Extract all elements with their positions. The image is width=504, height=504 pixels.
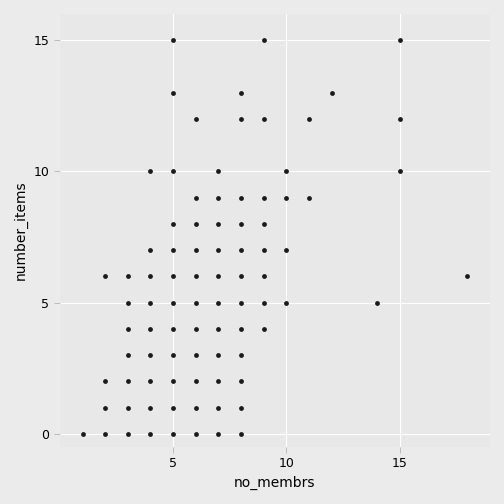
Point xyxy=(260,194,268,202)
Point xyxy=(237,89,245,97)
Point xyxy=(147,377,155,386)
Point xyxy=(169,325,177,333)
X-axis label: no_membrs: no_membrs xyxy=(234,476,316,490)
Point xyxy=(305,194,313,202)
Point xyxy=(124,272,132,280)
Point xyxy=(192,246,200,254)
Point xyxy=(214,246,222,254)
Point xyxy=(214,220,222,228)
Point xyxy=(169,377,177,386)
Point xyxy=(124,325,132,333)
Point xyxy=(192,351,200,359)
Point xyxy=(260,220,268,228)
Point xyxy=(169,220,177,228)
Point xyxy=(169,351,177,359)
Point xyxy=(260,36,268,44)
Point xyxy=(237,272,245,280)
Point xyxy=(260,298,268,306)
Point xyxy=(192,377,200,386)
Point xyxy=(305,115,313,123)
Point xyxy=(214,325,222,333)
Point xyxy=(237,430,245,438)
Point xyxy=(396,115,404,123)
Point xyxy=(169,167,177,175)
Point xyxy=(237,194,245,202)
Point xyxy=(237,377,245,386)
Point xyxy=(396,36,404,44)
Point xyxy=(124,430,132,438)
Point xyxy=(147,272,155,280)
Point xyxy=(237,404,245,412)
Point xyxy=(282,194,290,202)
Point xyxy=(101,272,109,280)
Point xyxy=(124,404,132,412)
Point xyxy=(192,272,200,280)
Point xyxy=(147,325,155,333)
Point xyxy=(237,351,245,359)
Point xyxy=(192,404,200,412)
Point xyxy=(101,377,109,386)
Point xyxy=(214,430,222,438)
Point xyxy=(169,246,177,254)
Point xyxy=(282,246,290,254)
Point xyxy=(214,272,222,280)
Point xyxy=(147,246,155,254)
Point xyxy=(396,167,404,175)
Point xyxy=(260,272,268,280)
Point xyxy=(101,404,109,412)
Point xyxy=(282,298,290,306)
Point xyxy=(464,272,472,280)
Point xyxy=(328,89,336,97)
Point xyxy=(147,430,155,438)
Y-axis label: number_items: number_items xyxy=(14,180,28,280)
Point xyxy=(147,351,155,359)
Point xyxy=(214,351,222,359)
Point xyxy=(79,430,87,438)
Point xyxy=(192,298,200,306)
Point xyxy=(214,404,222,412)
Point xyxy=(147,167,155,175)
Point xyxy=(214,377,222,386)
Point xyxy=(192,325,200,333)
Point xyxy=(101,430,109,438)
Point xyxy=(124,377,132,386)
Point xyxy=(260,115,268,123)
Point xyxy=(169,89,177,97)
Point xyxy=(373,298,381,306)
Point xyxy=(214,194,222,202)
Point xyxy=(169,36,177,44)
Point xyxy=(192,194,200,202)
Point xyxy=(260,246,268,254)
Point xyxy=(147,404,155,412)
Point xyxy=(192,115,200,123)
Point xyxy=(169,298,177,306)
Point xyxy=(124,351,132,359)
Point xyxy=(192,220,200,228)
Point xyxy=(237,115,245,123)
Point xyxy=(169,404,177,412)
Point xyxy=(169,430,177,438)
Point xyxy=(124,298,132,306)
Point xyxy=(237,220,245,228)
Point xyxy=(214,167,222,175)
Point xyxy=(237,298,245,306)
Point xyxy=(237,325,245,333)
Point xyxy=(237,246,245,254)
Point xyxy=(214,298,222,306)
Point xyxy=(192,430,200,438)
Point xyxy=(282,167,290,175)
Point xyxy=(147,298,155,306)
Point xyxy=(169,272,177,280)
Point xyxy=(260,325,268,333)
